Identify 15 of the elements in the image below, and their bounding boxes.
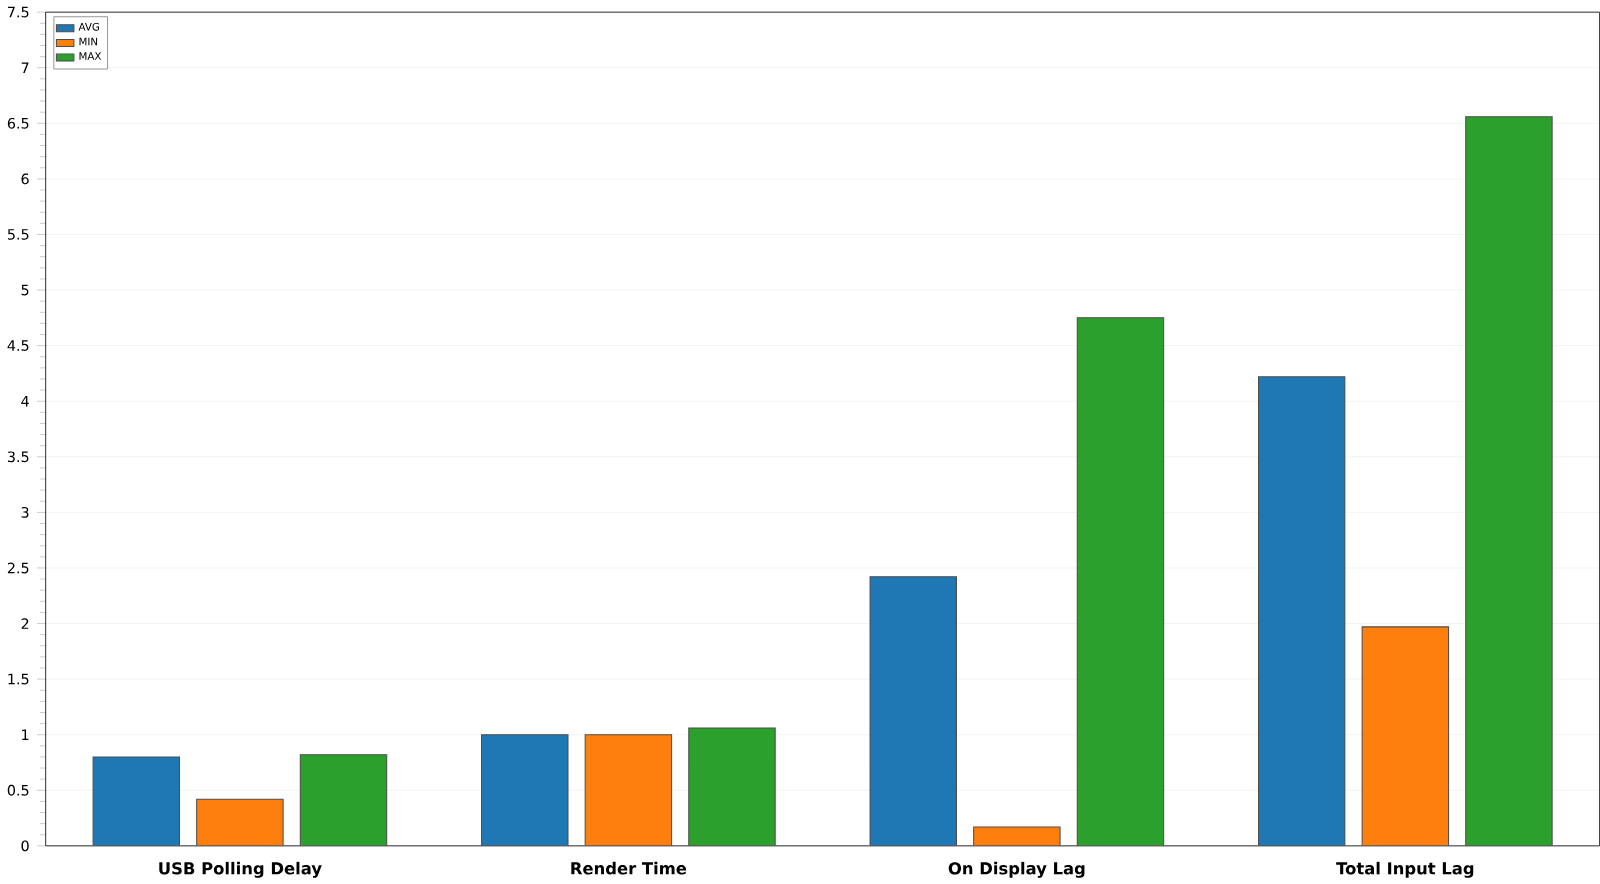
bar (1258, 375, 1346, 846)
bar (584, 733, 673, 846)
x-tick-label: USB Polling Delay (159, 861, 322, 878)
bar (481, 733, 569, 846)
x-tick-label: Render Time (571, 861, 687, 875)
bar (1076, 316, 1165, 846)
bar (196, 798, 284, 846)
bar (1465, 115, 1553, 846)
bar (869, 575, 957, 846)
bar (299, 753, 388, 846)
bar (92, 756, 181, 846)
x-tick-label: Total Input Lag (1336, 861, 1474, 878)
bar (1361, 626, 1450, 846)
x-tick-label: On Display Lag (948, 861, 1085, 878)
bar (688, 727, 776, 846)
